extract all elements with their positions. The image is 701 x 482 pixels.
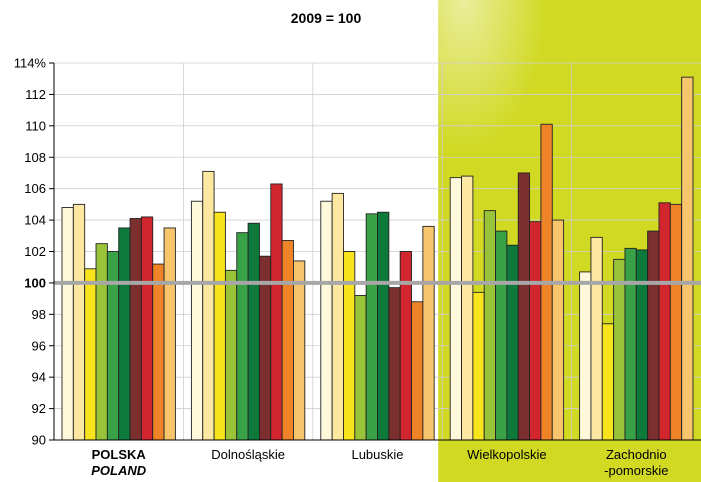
category-label: Zachodnio bbox=[606, 447, 667, 462]
bar bbox=[236, 232, 249, 441]
y-tick-label: 112 bbox=[25, 87, 46, 102]
bar bbox=[506, 244, 519, 441]
y-tick-label: 100 bbox=[24, 275, 46, 290]
category-label: -pomorskie bbox=[604, 463, 668, 478]
bar bbox=[72, 203, 86, 441]
bar bbox=[95, 243, 108, 441]
bar bbox=[343, 251, 356, 441]
bar bbox=[613, 258, 626, 441]
bar bbox=[377, 211, 390, 441]
bar bbox=[129, 218, 142, 441]
bar bbox=[669, 203, 683, 441]
y-tick-label: 90 bbox=[32, 433, 46, 448]
bar bbox=[213, 211, 226, 441]
category-label: Lubuskie bbox=[351, 447, 403, 462]
bar bbox=[551, 219, 565, 441]
bar bbox=[635, 249, 649, 441]
bar bbox=[411, 301, 424, 441]
bar bbox=[399, 251, 412, 441]
category-label: Wielkopolskie bbox=[467, 447, 546, 462]
bar bbox=[118, 227, 131, 441]
bar bbox=[365, 213, 378, 441]
bar bbox=[483, 210, 497, 441]
category-label: POLAND bbox=[91, 463, 147, 478]
bar bbox=[140, 216, 154, 441]
bar bbox=[190, 200, 204, 441]
y-tick-label: 110 bbox=[25, 118, 46, 133]
bar bbox=[331, 192, 344, 441]
bar bbox=[281, 240, 294, 441]
y-tick-label: 96 bbox=[32, 338, 46, 353]
bar bbox=[517, 172, 531, 441]
bar bbox=[658, 202, 671, 441]
y-tick-label: 98 bbox=[32, 307, 46, 322]
category-label: POLSKA bbox=[92, 447, 147, 462]
bar bbox=[320, 200, 333, 441]
bar bbox=[472, 291, 485, 441]
y-tick-label: 104 bbox=[24, 213, 46, 228]
bar bbox=[590, 236, 603, 441]
bar bbox=[61, 207, 74, 441]
bar bbox=[152, 263, 165, 441]
y-tick-label: 92 bbox=[32, 401, 46, 416]
bar bbox=[106, 251, 120, 441]
bar bbox=[224, 269, 238, 441]
bar bbox=[624, 247, 637, 441]
y-tick-label: 102 bbox=[24, 244, 46, 259]
bar bbox=[681, 76, 694, 441]
bar bbox=[579, 271, 592, 441]
bar bbox=[202, 170, 215, 441]
bar bbox=[293, 260, 306, 441]
y-tick-label: 94 bbox=[32, 370, 46, 385]
bar bbox=[495, 230, 508, 441]
chart-title: 2009 = 100 bbox=[291, 10, 362, 26]
bar bbox=[529, 221, 542, 441]
bar bbox=[270, 183, 283, 441]
bar bbox=[461, 175, 474, 441]
bar bbox=[449, 177, 462, 441]
category-label: Dolnośląskie bbox=[211, 447, 285, 462]
bar bbox=[247, 222, 260, 441]
bar bbox=[601, 323, 615, 441]
bar bbox=[647, 230, 660, 441]
bar bbox=[84, 268, 97, 441]
y-tick-label: 108 bbox=[24, 150, 46, 165]
bar bbox=[163, 227, 176, 441]
bar bbox=[422, 225, 435, 441]
y-tick-label: 106 bbox=[24, 181, 46, 196]
bar bbox=[354, 295, 367, 441]
y-tick-label: 114% bbox=[14, 56, 47, 71]
bar bbox=[388, 287, 401, 441]
